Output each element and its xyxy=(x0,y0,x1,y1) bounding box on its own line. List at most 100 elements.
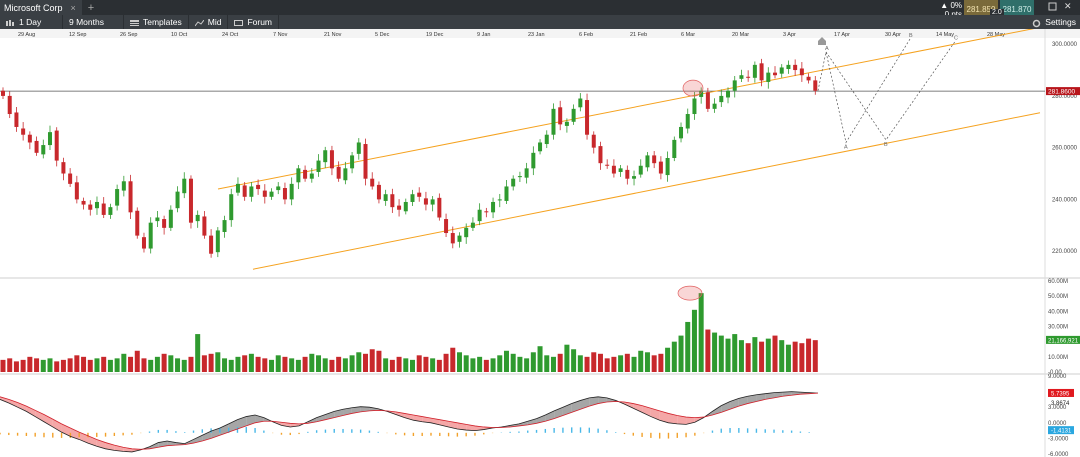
candle[interactable] xyxy=(356,142,361,154)
volume-bar[interactable] xyxy=(678,335,684,372)
volume-bar[interactable] xyxy=(550,356,556,372)
volume-bar[interactable] xyxy=(228,359,234,372)
candle[interactable] xyxy=(672,139,677,158)
candle[interactable] xyxy=(21,128,26,135)
volume-bar[interactable] xyxy=(698,293,704,372)
volume-bar[interactable] xyxy=(463,355,469,372)
candle[interactable] xyxy=(262,190,267,197)
candle[interactable] xyxy=(591,134,596,148)
volume-bar[interactable] xyxy=(101,356,107,372)
volume-bar[interactable] xyxy=(658,353,664,372)
candle[interactable] xyxy=(182,178,187,194)
candle[interactable] xyxy=(491,201,496,213)
volume-bar[interactable] xyxy=(470,358,476,372)
volume-bar[interactable] xyxy=(295,359,301,372)
candle[interactable] xyxy=(222,220,227,232)
volume-bar[interactable] xyxy=(436,359,442,372)
candle[interactable] xyxy=(188,178,193,223)
volume-bar[interactable] xyxy=(74,355,80,372)
volume-bar[interactable] xyxy=(60,359,66,372)
candle[interactable] xyxy=(786,64,791,70)
forum-button[interactable]: Forum xyxy=(228,15,280,29)
price-type-button[interactable]: Mid xyxy=(189,15,229,29)
candle[interactable] xyxy=(94,201,99,209)
candle[interactable] xyxy=(726,90,731,98)
volume-bar[interactable] xyxy=(564,344,570,372)
candle[interactable] xyxy=(249,186,254,197)
volume-bar[interactable] xyxy=(752,337,758,372)
candle[interactable] xyxy=(256,184,261,190)
volume-bar[interactable] xyxy=(349,355,355,372)
volume-bar[interactable] xyxy=(624,353,630,372)
candle[interactable] xyxy=(410,194,415,202)
volume-bar[interactable] xyxy=(497,355,503,372)
candle[interactable] xyxy=(558,107,563,125)
volume-bar[interactable] xyxy=(329,359,335,372)
candle[interactable] xyxy=(517,176,522,178)
channel-lower-line[interactable] xyxy=(252,112,1041,270)
candle[interactable] xyxy=(632,176,637,179)
volume-bar[interactable] xyxy=(597,353,603,372)
volume-bar[interactable] xyxy=(94,358,100,372)
volume-bar[interactable] xyxy=(584,356,590,372)
candle[interactable] xyxy=(370,178,375,187)
candle[interactable] xyxy=(282,188,287,200)
candle[interactable] xyxy=(121,181,126,191)
candle[interactable] xyxy=(350,155,355,169)
candle[interactable] xyxy=(155,217,160,222)
candle[interactable] xyxy=(437,197,442,218)
volume-bar[interactable] xyxy=(785,344,791,372)
candle[interactable] xyxy=(115,189,120,206)
volume-bar[interactable] xyxy=(450,347,456,372)
volume-bar[interactable] xyxy=(208,353,214,372)
volume-bar[interactable] xyxy=(403,358,409,372)
volume-bar[interactable] xyxy=(389,359,395,372)
volume-bar[interactable] xyxy=(430,358,436,372)
candle[interactable] xyxy=(148,222,153,249)
volume-bar[interactable] xyxy=(363,353,369,372)
candle[interactable] xyxy=(746,76,751,78)
candle[interactable] xyxy=(74,182,79,200)
candle[interactable] xyxy=(705,92,710,109)
close-window-icon[interactable]: ✕ xyxy=(1064,1,1072,11)
candle[interactable] xyxy=(215,230,220,253)
candle[interactable] xyxy=(806,76,811,81)
volume-bar[interactable] xyxy=(725,338,731,372)
volume-bar[interactable] xyxy=(289,358,295,372)
candle[interactable] xyxy=(195,214,200,222)
candle[interactable] xyxy=(450,233,455,244)
candle[interactable] xyxy=(329,150,334,169)
volume-bar[interactable] xyxy=(336,356,342,372)
volume-bar[interactable] xyxy=(121,353,127,372)
candle[interactable] xyxy=(296,168,301,183)
volume-bar[interactable] xyxy=(490,358,496,372)
candle[interactable] xyxy=(1,90,5,96)
candle[interactable] xyxy=(538,142,543,152)
close-icon[interactable]: × xyxy=(70,2,76,13)
volume-bar[interactable] xyxy=(416,355,422,372)
volume-bar[interactable] xyxy=(779,340,785,372)
volume-bar[interactable] xyxy=(537,346,543,372)
candle[interactable] xyxy=(779,67,784,74)
pin-icon[interactable] xyxy=(1048,2,1057,11)
candle[interactable] xyxy=(363,144,368,179)
volume-bar[interactable] xyxy=(732,334,738,372)
volume-bar[interactable] xyxy=(154,356,160,372)
volume-bar[interactable] xyxy=(7,358,13,372)
volume-bar[interactable] xyxy=(691,309,697,372)
volume-bar[interactable] xyxy=(812,340,818,372)
volume-bar[interactable] xyxy=(13,361,19,372)
candle[interactable] xyxy=(699,90,704,97)
alert-marker-icon[interactable] xyxy=(818,37,826,45)
candle[interactable] xyxy=(793,64,798,71)
volume-bar[interactable] xyxy=(40,359,46,372)
candle[interactable] xyxy=(68,173,73,184)
candle[interactable] xyxy=(289,183,294,200)
candle[interactable] xyxy=(585,100,590,135)
volume-bar[interactable] xyxy=(316,355,322,372)
candle[interactable] xyxy=(645,155,650,168)
candle[interactable] xyxy=(54,130,59,161)
new-tab-icon[interactable]: + xyxy=(87,1,95,14)
volume-bar[interactable] xyxy=(235,356,241,372)
candle[interactable] xyxy=(135,210,140,236)
